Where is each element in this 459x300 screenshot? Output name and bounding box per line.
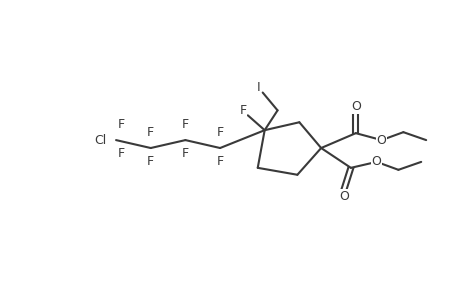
Text: F: F	[239, 104, 246, 117]
Text: O: O	[376, 134, 386, 147]
Text: F: F	[117, 118, 124, 131]
Text: F: F	[147, 155, 154, 168]
Text: O: O	[371, 155, 381, 168]
Text: I: I	[257, 81, 260, 94]
Text: F: F	[147, 126, 154, 139]
Text: F: F	[216, 126, 223, 139]
Text: O: O	[350, 100, 360, 113]
Text: F: F	[216, 155, 223, 168]
Text: F: F	[181, 148, 189, 160]
Text: O: O	[338, 190, 348, 203]
Text: F: F	[181, 118, 189, 131]
Text: Cl: Cl	[94, 134, 106, 147]
Text: F: F	[117, 148, 124, 160]
